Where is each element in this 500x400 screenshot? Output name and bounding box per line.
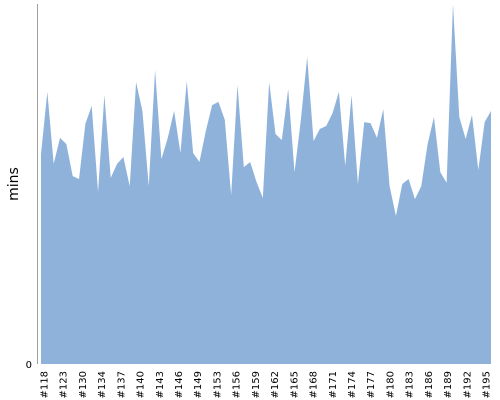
x-tick-label: #192 [462,371,473,398]
x-tick-label: #162 [270,371,281,398]
y-axis-title: mins [6,167,22,201]
y-tick-label: 0 [26,360,32,371]
x-tick-label: #186 [424,371,435,398]
x-tick-label: #149 [193,371,204,398]
x-tick-label: #143 [155,371,166,398]
x-axis-ticks: #118 #123 #130 #134 #137 #140 #143 #146 #149 #153… [40,371,493,398]
x-tick-label: #195 [482,371,493,398]
x-tick-label: #153 [212,371,223,398]
x-tick-label: #180 [385,371,396,398]
area-series [41,4,491,364]
area-fill [41,4,491,364]
x-tick-label: #174 [347,371,358,398]
x-tick-label: #134 [97,371,108,398]
x-tick-label: #118 [40,371,51,398]
x-tick-label: #156 [232,371,243,398]
x-tick-label: #165 [289,371,300,398]
x-tick-label: #137 [116,371,127,398]
x-tick-label: #146 [174,371,185,398]
x-tick-label: #159 [251,371,262,398]
x-tick-label: #168 [309,371,320,398]
x-tick-label: #177 [366,371,377,398]
x-tick-label: #123 [59,371,70,398]
x-tick-label: #189 [443,371,454,398]
x-tick-label: #140 [136,371,147,398]
y-axis-ticks: 0 [26,360,32,371]
x-tick-label: #130 [78,371,89,398]
x-tick-label: #183 [405,371,416,398]
x-tick-label: #171 [328,371,339,398]
